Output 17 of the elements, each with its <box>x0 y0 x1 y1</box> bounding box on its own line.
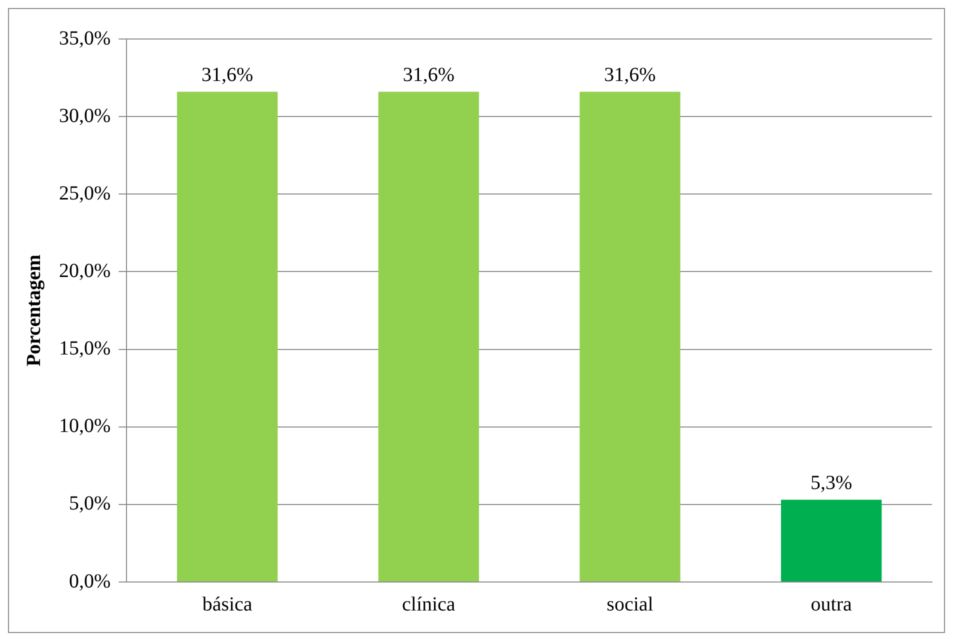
y-axis-title: Porcentagem <box>23 254 46 366</box>
data-label: 31,6% <box>402 64 454 86</box>
y-tick-label: 10,0% <box>58 415 111 438</box>
y-tick-label: 20,0% <box>58 260 111 282</box>
x-tick-label: básica <box>202 593 252 616</box>
y-tick-label: 35,0% <box>58 27 111 50</box>
y-tick-label: 25,0% <box>58 182 111 204</box>
data-label: 5,3% <box>810 472 852 494</box>
x-tick-label: social <box>606 593 654 616</box>
x-tick-label: outra <box>810 593 852 616</box>
y-tick-label: 15,0% <box>58 338 111 360</box>
data-label: 31,6% <box>201 64 254 86</box>
x-tick-label: clínica <box>402 593 456 616</box>
data-label: 31,6% <box>604 64 656 86</box>
y-tick-label: 30,0% <box>58 104 111 127</box>
y-tick-label: 5,0% <box>68 492 111 515</box>
y-tick-label: 0,0% <box>68 570 111 592</box>
